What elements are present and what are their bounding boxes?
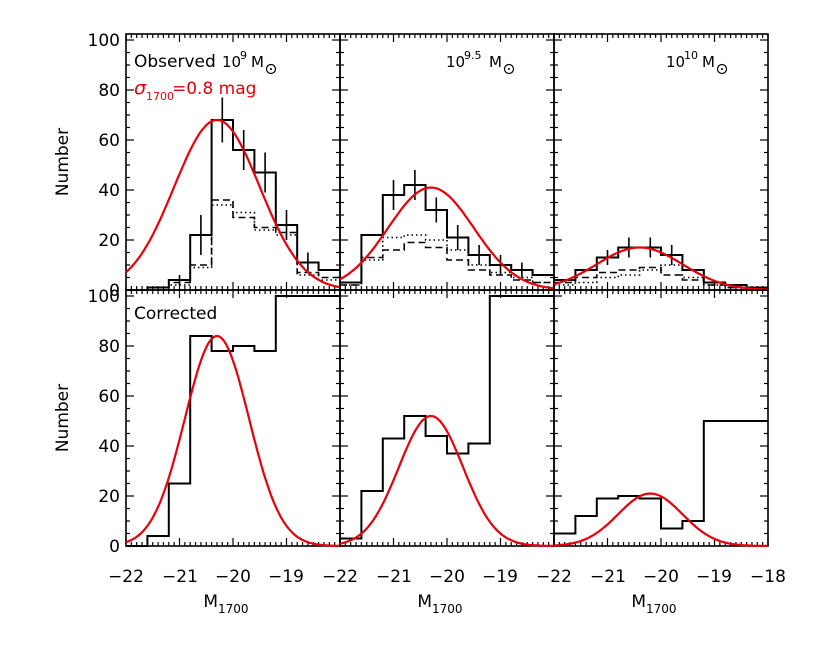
y-axis-label-bottom: Number xyxy=(53,384,73,452)
svg-text:9: 9 xyxy=(240,49,247,62)
histogram-dotted xyxy=(340,234,554,286)
svg-text:M: M xyxy=(489,53,502,71)
fit-label: σ 1700=0.8 mag xyxy=(134,77,256,103)
histogram-dashed xyxy=(126,199,340,291)
panel-observed-2 xyxy=(553,33,769,291)
y-tick-label: 0 xyxy=(109,281,120,301)
svg-text:=0.8 mag: =0.8 mag xyxy=(172,79,256,99)
svg-text:M: M xyxy=(203,592,218,612)
histogram-dotted xyxy=(554,264,768,289)
y-tick-label: 60 xyxy=(98,387,120,407)
svg-text:M: M xyxy=(251,53,264,71)
sun-symbol-dot xyxy=(508,68,510,70)
panel-observed-1 xyxy=(339,33,555,291)
sun-symbol-dot xyxy=(721,68,723,70)
x-axis-label-col0: M 1700 xyxy=(203,592,248,616)
gaussian-fit-curve xyxy=(553,492,768,547)
y-tick-label: 100 xyxy=(88,287,120,307)
y-tick-label: 20 xyxy=(98,487,120,507)
svg-text:1700: 1700 xyxy=(432,602,463,616)
svg-text:1700: 1700 xyxy=(646,602,677,616)
gaussian-fit-curve xyxy=(125,118,341,289)
panel-frame xyxy=(339,289,555,547)
histogram-solid xyxy=(126,295,340,547)
histogram-dotted xyxy=(126,204,340,291)
svg-text:10: 10 xyxy=(666,53,685,71)
x-tick-label: −19 xyxy=(696,567,732,587)
svg-text:1700: 1700 xyxy=(218,602,249,616)
x-tick-label: −21 xyxy=(162,567,198,587)
x-tick-label: −20 xyxy=(643,567,679,587)
panel-corrected-1 xyxy=(339,289,555,547)
panel-observed-0 xyxy=(125,33,341,291)
panel-corrected-0 xyxy=(125,289,341,547)
x-tick-label: −20 xyxy=(429,567,465,587)
svg-text:1700: 1700 xyxy=(146,90,174,103)
y-tick-label: 60 xyxy=(98,131,120,151)
x-tick-label: −19 xyxy=(482,567,518,587)
histogram-solid xyxy=(340,184,554,284)
sun-symbol xyxy=(503,63,515,75)
svg-text:M: M xyxy=(417,592,432,612)
svg-text:9.5: 9.5 xyxy=(464,49,482,62)
panel-frame xyxy=(125,33,341,291)
x-axis-label-col1: M 1700 xyxy=(417,592,462,616)
svg-text:10: 10 xyxy=(446,53,465,71)
y-tick-label: 20 xyxy=(98,231,120,251)
x-tick-label: −19 xyxy=(268,567,304,587)
x-tick-label: −20 xyxy=(215,567,251,587)
svg-text:10: 10 xyxy=(222,53,241,71)
x-axis-label-col2: M 1700 xyxy=(631,592,676,616)
y-tick-label: 40 xyxy=(98,437,120,457)
sun-symbol-dot xyxy=(270,68,272,70)
x-tick-label: −21 xyxy=(590,567,626,587)
x-tick-label: −22 xyxy=(536,567,572,587)
panel-label: Observed xyxy=(134,52,216,72)
sun-symbol xyxy=(265,63,277,75)
gaussian-fit-curve xyxy=(339,186,555,290)
gaussian-fit-curve xyxy=(553,246,768,291)
histogram-solid xyxy=(554,420,768,535)
y-tick-label: 0 xyxy=(109,537,120,557)
axis-text-group: Number Number M 1700 M 1700 M 1700 xyxy=(53,128,677,616)
panel-corrected-2 xyxy=(553,289,769,547)
sun-symbol xyxy=(716,63,728,75)
y-tick-label: 80 xyxy=(98,81,120,101)
histogram-solid xyxy=(340,295,554,540)
y-tick-label: 80 xyxy=(98,337,120,357)
histogram-dashed xyxy=(340,241,554,286)
svg-text:M: M xyxy=(702,53,715,71)
mass-label: 109 M xyxy=(222,49,277,75)
gaussian-fit-curve xyxy=(339,414,554,547)
panel-label: Corrected xyxy=(134,304,217,324)
gaussian-fit-curve xyxy=(125,334,341,547)
y-axis-label-top: Number xyxy=(53,128,73,196)
svg-text:10: 10 xyxy=(684,49,698,62)
x-tick-label: −22 xyxy=(108,567,144,587)
x-tick-label: −22 xyxy=(322,567,358,587)
panels-group xyxy=(125,33,769,547)
svg-text:M: M xyxy=(631,592,646,612)
x-tick-label: −18 xyxy=(750,567,786,587)
mass-label: 109.5 M xyxy=(446,49,515,75)
x-tick-label: −21 xyxy=(376,567,412,587)
svg-text:σ: σ xyxy=(134,77,147,99)
y-tick-label: 100 xyxy=(88,31,120,51)
y-tick-label: 40 xyxy=(98,181,120,201)
